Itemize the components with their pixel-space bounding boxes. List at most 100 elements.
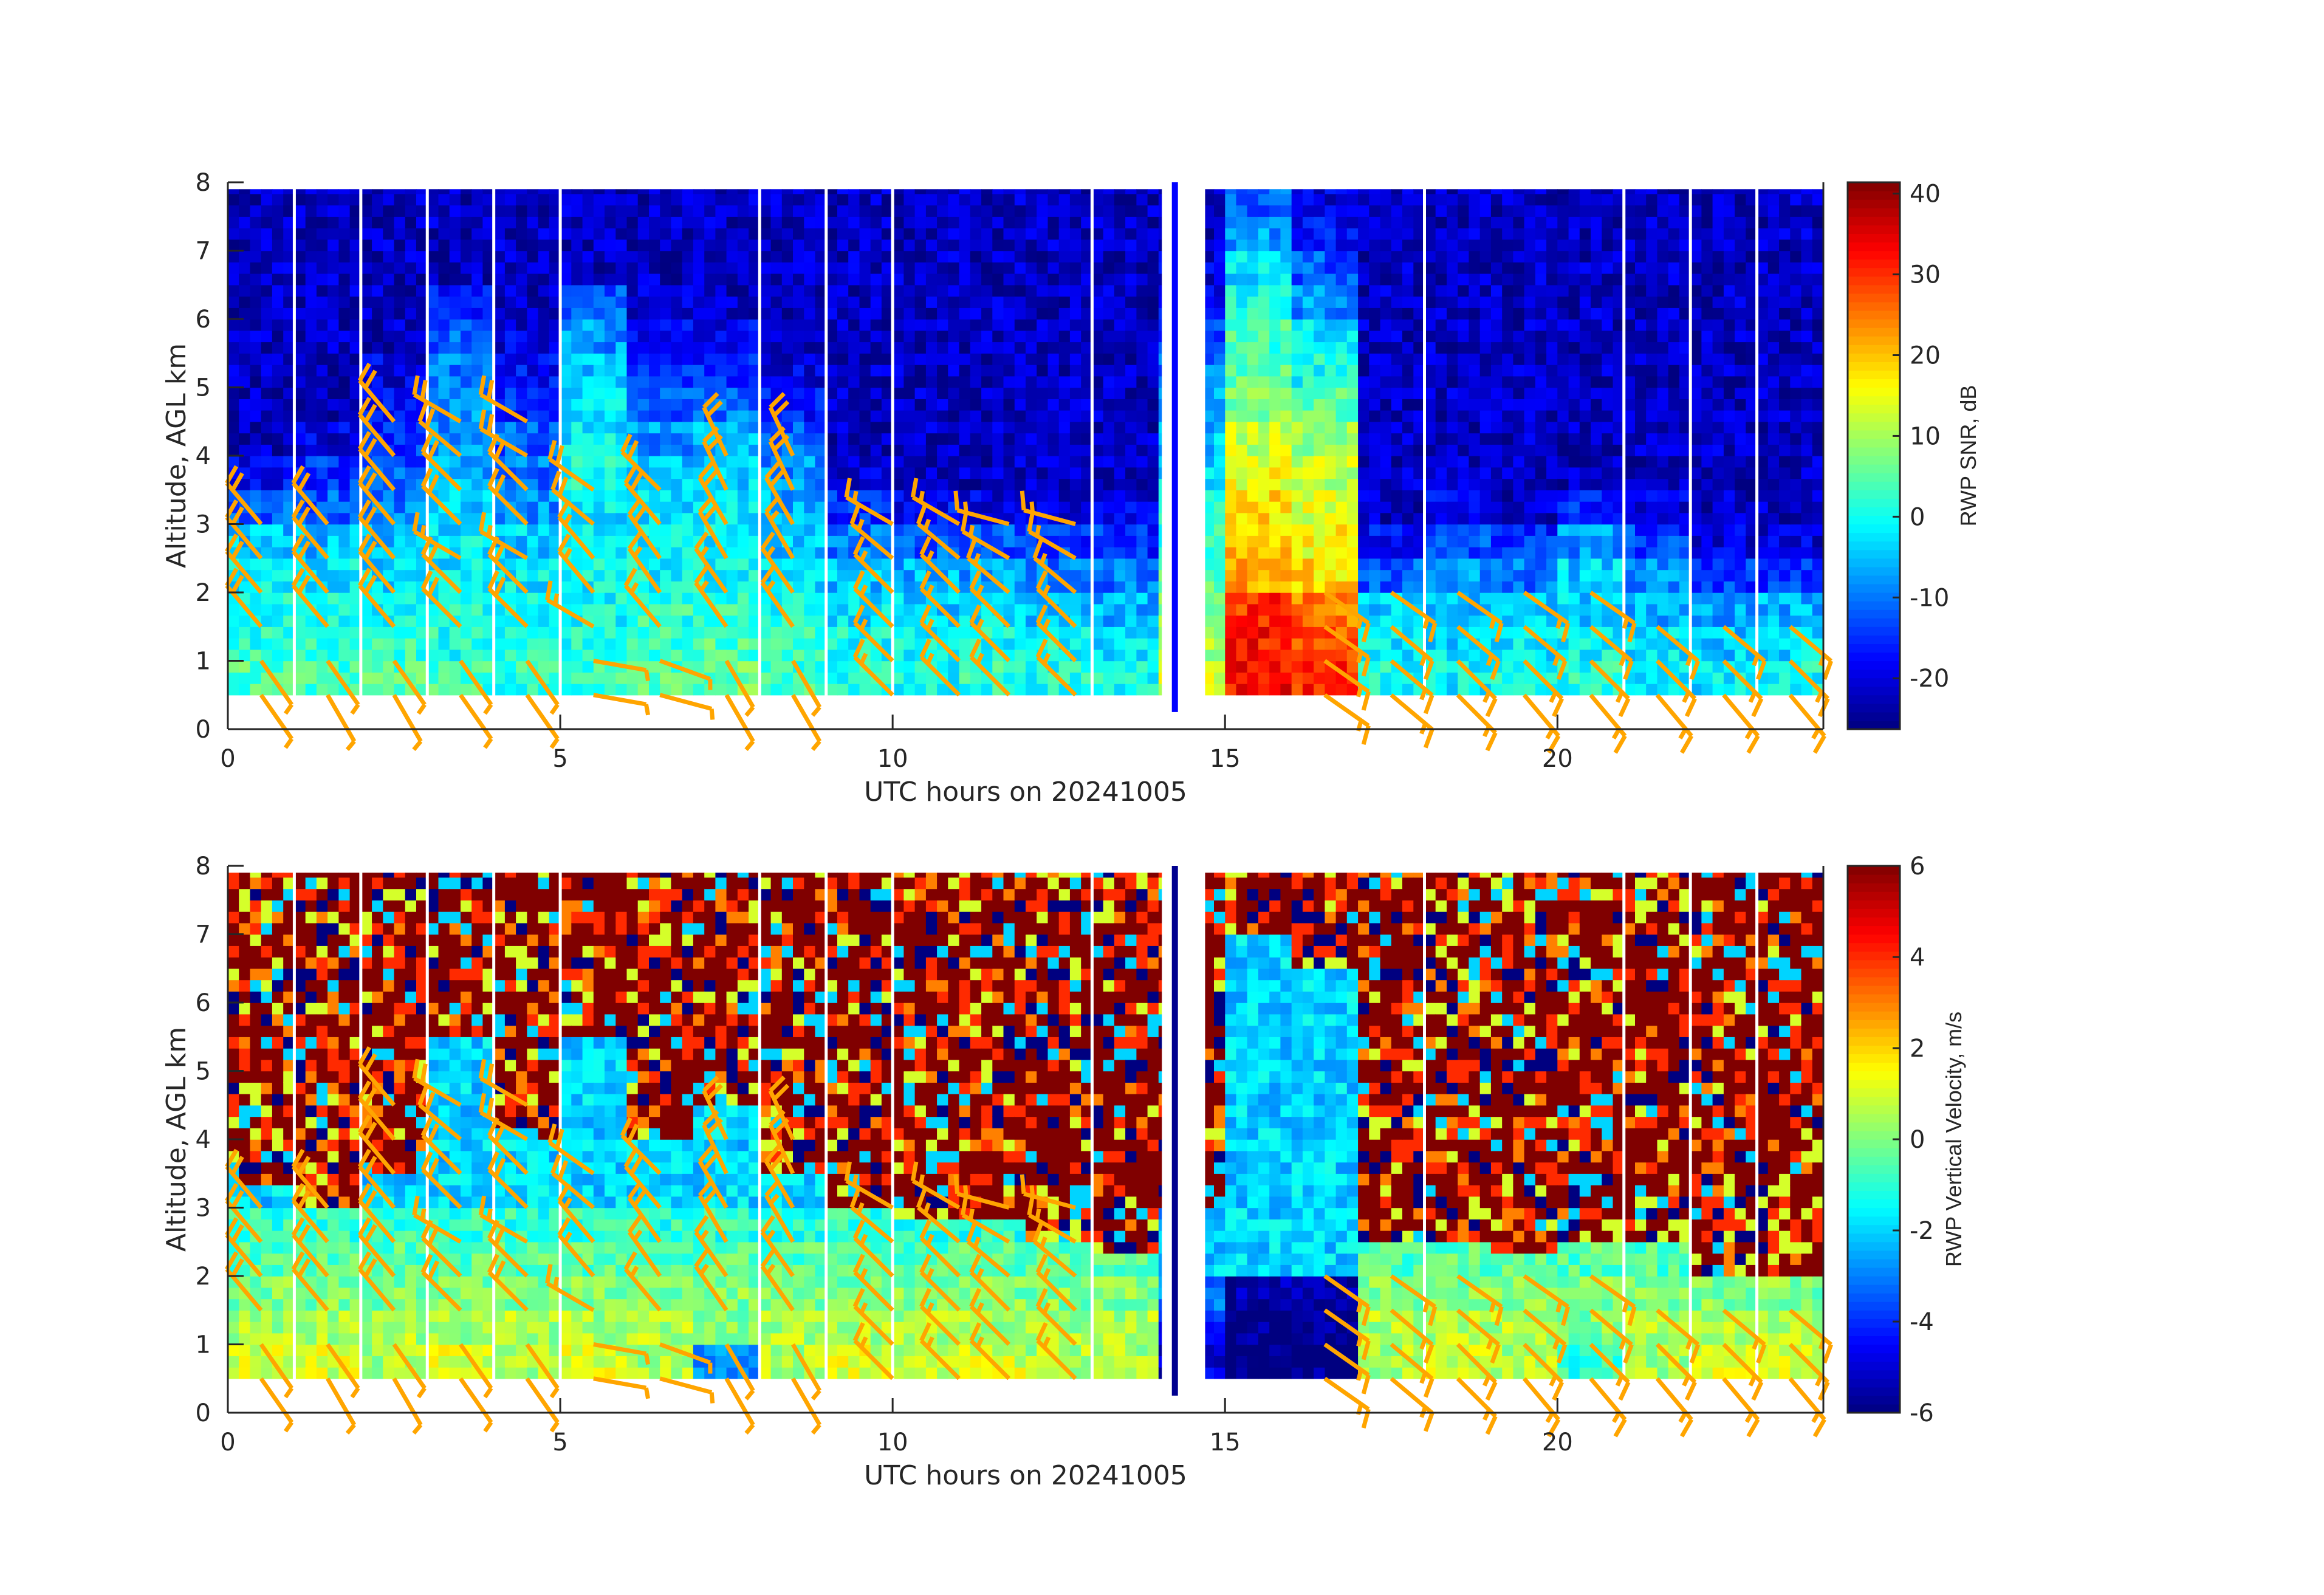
heatmap-cell [1502, 467, 1513, 479]
heatmap-cell [671, 581, 683, 593]
heatmap-cell [449, 330, 461, 343]
heatmap-cell [1136, 353, 1148, 365]
heatmap-cell [360, 638, 372, 650]
heatmap-cell [438, 296, 450, 308]
heatmap-cell [1767, 581, 1780, 593]
heatmap-cell [1723, 581, 1735, 593]
heatmap-cell [1258, 490, 1270, 502]
heatmap-cell [959, 649, 971, 662]
heatmap-cell [1424, 330, 1436, 343]
heatmap-cell [1712, 524, 1724, 536]
heatmap-cell [1269, 433, 1281, 445]
heatmap-cell [637, 296, 650, 308]
heatmap-cell [1136, 467, 1148, 479]
heatmap-cell [527, 456, 539, 468]
heatmap-cell [1435, 660, 1447, 673]
heatmap-cell [1003, 592, 1015, 605]
heatmap-cell [1335, 512, 1348, 525]
heatmap-cell [715, 353, 727, 365]
heatmap-cell [449, 649, 461, 662]
heatmap-cell [571, 433, 583, 445]
heatmap-cell [461, 603, 472, 616]
heatmap-cell [925, 284, 937, 297]
heatmap-cell [893, 330, 904, 343]
heatmap-cell [372, 649, 383, 662]
heatmap-cell [1003, 501, 1015, 513]
heatmap-cell [1502, 660, 1513, 673]
heatmap-cell [394, 649, 406, 662]
heatmap-cell [660, 547, 671, 559]
heatmap-cell [383, 365, 395, 377]
heatmap-cell [250, 444, 262, 456]
heatmap-cell [759, 649, 772, 662]
heatmap-cell [338, 421, 351, 434]
heatmap-cell [1136, 444, 1148, 456]
heatmap-cell [1125, 547, 1137, 559]
heatmap-cell [493, 387, 506, 399]
heatmap-cell [1114, 581, 1126, 593]
heatmap-cell [893, 456, 904, 468]
heatmap-cell [693, 615, 705, 627]
heatmap-cell [1225, 341, 1237, 354]
heatmap-cell [272, 638, 284, 650]
heatmap-cell [593, 535, 605, 547]
heatmap-cell [1524, 444, 1536, 456]
heatmap-cell [1557, 581, 1569, 593]
heatmap-cell [527, 353, 539, 365]
heatmap-cell [1701, 478, 1713, 490]
heatmap-cell [1014, 684, 1026, 696]
heatmap-cell [1147, 626, 1159, 639]
heatmap-cell [1269, 478, 1281, 490]
heatmap-cell [1635, 478, 1647, 490]
heatmap-cell [1291, 672, 1303, 684]
heatmap-cell [1579, 547, 1591, 559]
heatmap-cell [992, 444, 1004, 456]
heatmap-cell [826, 387, 838, 399]
heatmap-cell [804, 615, 816, 627]
heatmap-cell [1757, 626, 1769, 639]
heatmap-cell [959, 284, 971, 297]
heatmap-cell [1458, 615, 1469, 627]
heatmap-cell [305, 672, 317, 684]
heatmap-cell [605, 456, 616, 468]
heatmap-cell [804, 296, 816, 308]
heatmap-cell [1579, 501, 1591, 513]
heatmap-cell [1568, 365, 1580, 377]
heatmap-cell [1380, 524, 1392, 536]
heatmap-cell [848, 433, 860, 445]
heatmap-cell [1568, 512, 1580, 525]
heatmap-cell [1591, 603, 1602, 616]
heatmap-cell [1380, 569, 1392, 581]
heatmap-cell [1801, 592, 1813, 605]
heatmap-cell [338, 615, 351, 627]
heatmap-cell [504, 353, 516, 365]
heatmap-cell [1623, 547, 1636, 559]
heatmap-cell [1225, 376, 1237, 388]
heatmap-cell [1358, 353, 1369, 365]
heatmap-cell [327, 649, 339, 662]
heatmap-cell [1546, 581, 1558, 593]
heatmap-cell [1314, 353, 1325, 365]
heatmap-cell [1602, 433, 1614, 445]
heatmap-cell [693, 296, 705, 308]
heatmap-cell [1280, 365, 1292, 377]
heatmap-cell [970, 399, 982, 411]
heatmap-cell [1546, 433, 1558, 445]
heatmap-cell [1302, 581, 1314, 593]
heatmap-cell [405, 284, 417, 297]
heatmap-cell [1447, 535, 1458, 547]
heatmap-cell [1314, 660, 1325, 673]
heatmap-cell [715, 330, 727, 343]
heatmap-cell [1014, 330, 1026, 343]
heatmap-cell [1136, 365, 1148, 377]
heatmap-cell [239, 296, 250, 308]
heatmap-cell [914, 330, 927, 343]
heatmap-cell [1258, 456, 1270, 468]
heatmap-cell [1147, 558, 1159, 571]
heatmap-cell [1657, 433, 1669, 445]
heatmap-cell [1335, 558, 1348, 571]
heatmap-cell [1402, 535, 1414, 547]
heatmap-cell [1502, 376, 1513, 388]
heatmap-cell [815, 626, 827, 639]
heatmap-cell [1447, 330, 1458, 343]
